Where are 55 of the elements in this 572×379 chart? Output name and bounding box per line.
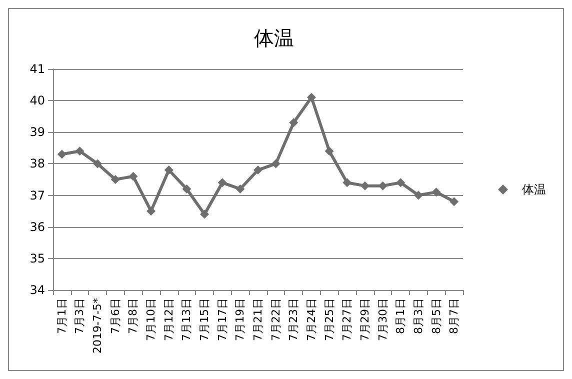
- x-tick-label: 7月29日: [358, 298, 372, 341]
- point: [254, 166, 262, 175]
- y-tick-label: 36: [30, 220, 45, 234]
- point: [306, 92, 316, 102]
- x-tick-label: 7月6日: [108, 298, 122, 334]
- x-tick-label: 7月12日: [162, 298, 176, 341]
- x-tick-label: 7月27日: [340, 298, 354, 341]
- x-tick-label: 7月1日: [55, 298, 68, 334]
- y-tick-label: 40: [30, 94, 45, 108]
- point: [218, 178, 227, 188]
- x-tick-label: 7月24日: [304, 298, 318, 341]
- x-tick-label: 7月21日: [252, 298, 264, 341]
- x-tick-label: 7月8日: [126, 298, 140, 334]
- x-tick-label: 7月10日: [144, 298, 158, 341]
- x-tick-label: 7月13日: [180, 298, 194, 341]
- x-tick-label: 2019-7-5*: [91, 298, 104, 354]
- point: [93, 159, 102, 168]
- legend-label: 体温: [522, 182, 546, 196]
- point: [164, 166, 174, 175]
- point: [342, 178, 352, 188]
- y-tick-label: 34: [30, 283, 45, 297]
- point: [200, 210, 210, 219]
- x-tick-label: 7月23日: [287, 298, 300, 341]
- x-tick-label: 7月15日: [198, 298, 212, 341]
- point: [271, 159, 280, 168]
- point: [236, 184, 245, 194]
- y-tick-label: 38: [30, 156, 45, 171]
- point: [414, 190, 423, 200]
- x-tick-label: 7月30日: [376, 298, 390, 341]
- x-tick-label: 7月19日: [234, 298, 247, 341]
- point: [110, 175, 120, 184]
- y-tick-label: 35: [30, 251, 45, 266]
- point: [57, 150, 66, 159]
- x-tick-label: 7月3日: [73, 298, 86, 334]
- point: [182, 184, 192, 194]
- point: [432, 188, 441, 197]
- x-tick-label: 7月17日: [216, 298, 229, 341]
- y-tick-label: 39: [30, 125, 45, 140]
- point: [324, 146, 334, 156]
- y-tick-label: 37: [30, 188, 45, 202]
- point: [360, 181, 370, 190]
- chart-title: 体温: [254, 26, 294, 50]
- y-tick-label: 41: [30, 62, 45, 76]
- point: [75, 146, 84, 156]
- point: [146, 206, 156, 216]
- x-tick-label: 7月25日: [322, 298, 336, 341]
- x-tick-label: 8月5日: [430, 298, 443, 334]
- point: [450, 197, 459, 206]
- x-tick-label: 8月7日: [448, 298, 461, 334]
- point: [128, 172, 138, 181]
- x-tick-label: 7月22日: [269, 298, 282, 341]
- x-tick-label: 8月3日: [412, 298, 425, 334]
- point: [289, 118, 298, 128]
- point: [396, 178, 406, 188]
- x-tick-label: 8月1日: [394, 298, 408, 334]
